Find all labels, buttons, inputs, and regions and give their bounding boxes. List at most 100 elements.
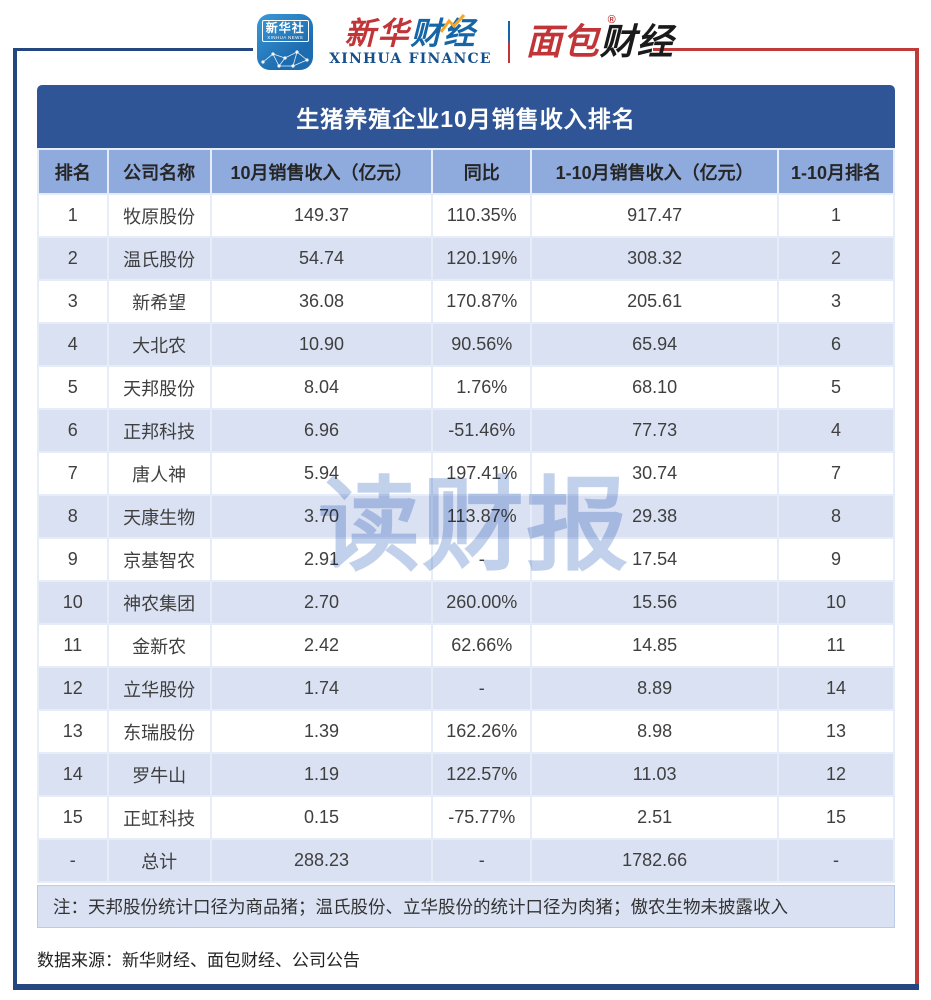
table-cell: 6.96 <box>211 410 432 451</box>
table-row: 9 京基智农 2.91-17.54 9 <box>39 539 893 580</box>
table-cell: 5.94 <box>211 453 432 494</box>
table-cell: 15.56 <box>532 582 778 623</box>
table-cell: 1.76% <box>433 367 531 408</box>
table-header-row: 排名 公司名称 10月销售收入（亿元） 同比 1-10月销售收入（亿元） 1-10月排名 <box>39 150 893 193</box>
table-cell: 65.94 <box>532 324 778 365</box>
table-title: 生猪养殖企业10月销售收入排名 <box>37 85 895 148</box>
table-cell: 温氏股份 <box>108 238 210 279</box>
table-cell: 9 <box>779 539 893 580</box>
logo-divider-line <box>507 21 510 63</box>
bread-finance-cn-red: 面包 <box>525 21 600 62</box>
table-cell: 30.74 <box>532 453 778 494</box>
column-header: 10月销售收入（亿元） <box>211 150 432 193</box>
table-cell: 罗牛山 <box>108 754 210 795</box>
table-row: 11 金新农 2.42 62.66% 14.85 11 <box>39 625 893 666</box>
table-cell: 1.19 <box>211 754 432 795</box>
table-body: 1 牧原股份 149.37 110.35% 917.47 1 2 温氏股份 54.74 120.1… <box>39 195 893 881</box>
table-cell: 288.23 <box>211 840 432 881</box>
table-cell: 天邦股份 <box>108 367 210 408</box>
bread-finance-logo: 面包财经 ® <box>526 15 674 62</box>
table-cell: 308.32 <box>532 238 778 279</box>
table-cell: 122.57% <box>433 754 531 795</box>
table-row: 8 天康生物 3.70 113.87% 29.38 8 <box>39 496 893 537</box>
table-cell: 正虹科技 <box>108 797 210 838</box>
table-cell: 3 <box>779 281 893 322</box>
table-cell: 149.37 <box>211 195 432 236</box>
table-cell: 29.38 <box>532 496 778 537</box>
table-cell: 新希望 <box>108 281 210 322</box>
table-cell: 162.26% <box>433 711 531 752</box>
table-cell: -51.46% <box>433 410 531 451</box>
table-cell: 260.00% <box>433 582 531 623</box>
table-cell: 90.56% <box>433 324 531 365</box>
xinhua-finance-logo: 新华财经 XINHUA FINANCE <box>329 14 492 66</box>
column-header: 公司名称 <box>108 150 210 193</box>
table-cell: 14 <box>779 668 893 709</box>
table-cell: 东瑞股份 <box>108 711 210 752</box>
table-cell: 天康生物 <box>108 496 210 537</box>
frame-border-right <box>915 48 919 990</box>
table-row: 15 正虹科技 0.15 -75.77% 2.51 15 <box>39 797 893 838</box>
frame-border-left <box>13 48 17 990</box>
xinhua-finance-cn-red: 新华 <box>344 16 411 51</box>
bread-finance-cn-black: 财经 <box>599 21 674 62</box>
registered-trademark-icon: ® <box>607 14 616 26</box>
table-cell: 3.70 <box>211 496 432 537</box>
bread-finance-cn: 面包财经 <box>526 21 674 62</box>
xinhua-news-icon-title: 新华社 <box>265 21 305 35</box>
table-cell: 2 <box>779 238 893 279</box>
table-cell: 54.74 <box>211 238 432 279</box>
column-header: 排名 <box>39 150 107 193</box>
table-cell: 0.15 <box>211 797 432 838</box>
table-row: 13 东瑞股份 1.39 162.26% 8.98 13 <box>39 711 893 752</box>
table-cell: 8.04 <box>211 367 432 408</box>
table-cell: 8.89 <box>532 668 778 709</box>
table-cell: 9 <box>39 539 107 580</box>
table-row: 4 大北农 10.90 90.56% 65.94 6 <box>39 324 893 365</box>
table-row: 7 唐人神 5.94 197.41% 30.74 7 <box>39 453 893 494</box>
table-cell: 京基智农 <box>108 539 210 580</box>
frame-border-bottom <box>13 984 919 990</box>
network-constellation-icon <box>261 50 309 68</box>
table-row: 5 天邦股份 8.04 1.76% 68.10 5 <box>39 367 893 408</box>
table-row: 12 立华股份 1.74-8.89 14 <box>39 668 893 709</box>
table-cell: 110.35% <box>433 195 531 236</box>
table-cell: 牧原股份 <box>108 195 210 236</box>
table-cell: 170.87% <box>433 281 531 322</box>
column-header: 1-10月销售收入（亿元） <box>532 150 778 193</box>
table-cell: 62.66% <box>433 625 531 666</box>
table-row: 1 牧原股份 149.37 110.35% 917.47 1 <box>39 195 893 236</box>
frame-border-top-red <box>653 48 919 51</box>
table-cell: 8 <box>39 496 107 537</box>
xinhua-news-icon-frame: 新华社 XINHUA NEWS <box>261 20 309 42</box>
table-cell: -75.77% <box>433 797 531 838</box>
table-cell: 15 <box>39 797 107 838</box>
table-cell: 13 <box>39 711 107 752</box>
table-cell: 5 <box>779 367 893 408</box>
table-cell: 2.91 <box>211 539 432 580</box>
table-footnote: 注：天邦股份统计口径为商品猪；温氏股份、立华股份的统计口径为肉猪；傲农生物未披露… <box>37 885 895 928</box>
table-cell: 6 <box>39 410 107 451</box>
table-row: 2 温氏股份 54.74 120.19% 308.32 2 <box>39 238 893 279</box>
table-cell: 14 <box>39 754 107 795</box>
xinhua-finance-cn: 新华财经 <box>344 18 476 49</box>
table-cell: 36.08 <box>211 281 432 322</box>
table-cell: 2.70 <box>211 582 432 623</box>
table-cell: - <box>39 840 107 881</box>
table-cell: 68.10 <box>532 367 778 408</box>
table-cell: 立华股份 <box>108 668 210 709</box>
table-cell: 12 <box>779 754 893 795</box>
table-cell: 13 <box>779 711 893 752</box>
table-cell: 197.41% <box>433 453 531 494</box>
table-cell: - <box>779 840 893 881</box>
table-cell: 10 <box>779 582 893 623</box>
table-cell: 7 <box>779 453 893 494</box>
table-cell: 1.74 <box>211 668 432 709</box>
table-row: - 总计 288.23-1782.66- <box>39 840 893 881</box>
table-cell: 15 <box>779 797 893 838</box>
table-cell: - <box>433 539 531 580</box>
column-header: 1-10月排名 <box>779 150 893 193</box>
table-cell: 8.98 <box>532 711 778 752</box>
table-cell: 1 <box>39 195 107 236</box>
table-cell: 7 <box>39 453 107 494</box>
